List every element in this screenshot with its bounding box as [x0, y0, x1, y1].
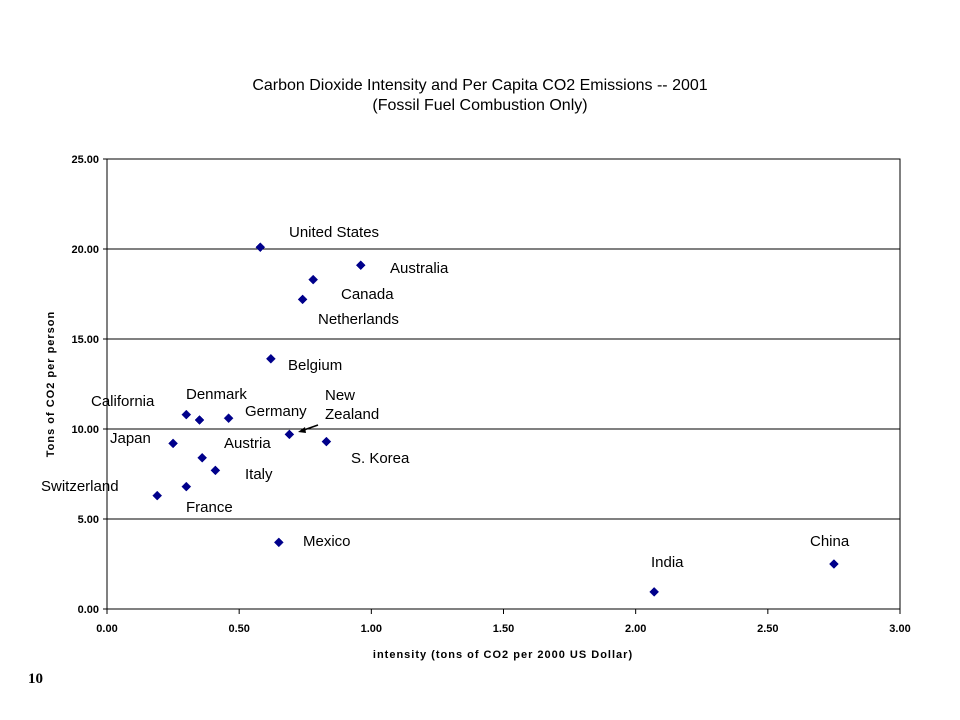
data-point: [255, 242, 266, 253]
point-label: Austria: [224, 435, 271, 452]
data-point: [181, 409, 192, 420]
point-label: Zealand: [325, 406, 379, 423]
x-tick-label: 0.00: [96, 623, 117, 635]
point-label: India: [651, 554, 684, 571]
grid-lines: [103, 158, 901, 614]
x-tick-label: 1.50: [493, 623, 514, 635]
point-label: Denmark: [186, 386, 247, 403]
y-tick-label: 0.00: [78, 604, 99, 616]
x-tick-label: 2.50: [757, 623, 778, 635]
data-point: [297, 294, 308, 305]
point-labels: United States Australia Canada Netherlands B…: [41, 224, 850, 571]
point-label: Belgium: [288, 357, 342, 374]
y-tick-label: 5.00: [78, 514, 99, 526]
connector-arrowhead: [298, 427, 306, 433]
point-label: France: [186, 499, 233, 516]
point-label: Australia: [390, 260, 449, 277]
data-point: [181, 481, 192, 492]
data-point: [284, 429, 295, 440]
point-label: Germany: [245, 403, 307, 420]
x-tick-label: 2.00: [625, 623, 646, 635]
data-point: [355, 260, 366, 271]
y-tick-label: 20.00: [71, 244, 99, 256]
point-label: Netherlands: [318, 311, 399, 328]
x-tick-label: 3.00: [889, 623, 910, 635]
y-tick-labels: 0.00 5.00 10.00 15.00 20.00 25.00: [71, 154, 99, 616]
point-label: United States: [289, 224, 379, 241]
x-tick-labels: 0.00 0.50 1.00 1.50 2.00 2.50 3.00: [96, 623, 910, 635]
data-point: [210, 465, 221, 476]
plot-area-frame: [106, 158, 901, 610]
point-label: Switzerland: [41, 478, 119, 495]
data-point: [308, 274, 319, 285]
x-axis-title: intensity (tons of CO2 per 2000 US Dolla…: [373, 649, 633, 661]
y-tick-label: 15.00: [71, 334, 99, 346]
data-point: [194, 415, 205, 425]
y-axis-title: Tons of CO2 per person: [45, 311, 57, 457]
chart-subtitle: (Fossil Fuel Combustion Only): [372, 97, 587, 114]
point-label: Mexico: [303, 533, 351, 550]
point-label: China: [810, 533, 850, 550]
data-point: [223, 413, 234, 424]
y-tick-label: 10.00: [71, 424, 99, 436]
x-tick-label: 0.50: [228, 623, 249, 635]
data-point: [321, 436, 332, 447]
data-point: [152, 490, 163, 501]
data-point: [168, 438, 178, 449]
data-points: [152, 242, 839, 597]
x-tick-label: 1.00: [361, 623, 382, 635]
data-point: [649, 587, 660, 597]
page-number: 10: [28, 671, 43, 687]
data-point: [197, 452, 208, 463]
point-label: Italy: [245, 466, 273, 483]
data-point: [266, 353, 276, 364]
point-label: New: [325, 387, 355, 404]
point-label: Japan: [110, 430, 151, 447]
data-point: [273, 537, 284, 548]
point-label: Canada: [341, 286, 394, 303]
point-label: S. Korea: [351, 450, 410, 467]
data-point: [829, 559, 839, 569]
y-tick-label: 25.00: [71, 154, 99, 166]
point-label: California: [91, 393, 155, 410]
chart-title: Carbon Dioxide Intensity and Per Capita …: [252, 77, 707, 94]
